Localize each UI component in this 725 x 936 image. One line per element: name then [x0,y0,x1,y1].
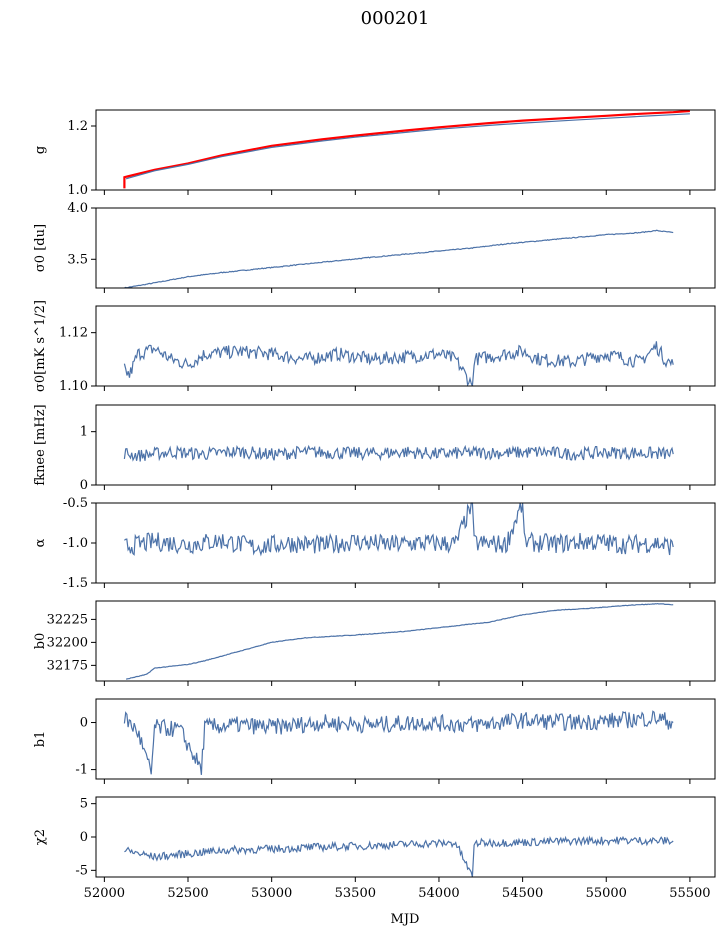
y-axis-label-b1: b1 [33,731,48,748]
x-tick-label-6: 55000 [586,886,627,901]
y-axis-label-b0: b0 [33,633,48,650]
series-line-sigma0_mk-0 [123,341,674,387]
y-tick-label-sigma0_du-0: 3.5 [67,252,88,267]
x-tick-label-2: 53000 [251,886,292,901]
panel-sigma0_mk: 1.10 1.12 σ0[mK s^1/2] [33,300,716,394]
panel-g: 1.0 1.2 g [33,109,716,198]
y-tick-label-b0-1: 32200 [47,635,88,650]
y-tick-label-b0-0: 32175 [47,658,88,673]
panel-fknee: 0 1 fknee [mHz] [33,404,716,493]
y-tick-label-b1-1: 0 [80,716,88,731]
y-tick-label-chi2-0: -5 [75,863,88,878]
series-line-b0-0 [125,602,674,680]
series-line-sigma0_du-0 [124,229,674,289]
x-tick-label-4: 54000 [418,886,459,901]
series-line-fknee-0 [123,444,674,462]
x-tick-label-0: 52000 [84,886,125,901]
panel-chi2: -5 0 5 52000 52500 53000 53500 54000 54500 55000 5… [33,796,716,901]
x-tick-label-5: 54500 [502,886,543,901]
y-tick-label-b0-2: 32225 [47,612,88,627]
y-axis-label-sigma0_du: σ0 [du] [33,224,48,272]
axes-frame-b1 [95,698,716,780]
series-line-g-1 [125,113,690,180]
series-line-g-0 [123,109,690,189]
x-tick-label-7: 55500 [669,886,710,901]
y-tick-label-sigma0_mk-1: 1.12 [59,326,88,341]
y-axis-label-chi2: χ2 [33,829,48,845]
panel-alpha: -1.5 -1.0 -0.5 α [33,496,716,591]
y-tick-label-fknee-1: 1 [80,425,88,440]
series-line-chi2-0 [124,835,674,878]
axes-frame-sigma0_mk [95,305,716,387]
panel-b1: -1 0 b1 [33,698,716,784]
y-axis-label-g: g [33,146,48,154]
axes-frame-b0 [95,600,716,682]
y-tick-label-alpha-2: -0.5 [63,496,88,511]
y-tick-label-sigma0_du-1: 4.0 [67,201,88,216]
y-tick-label-chi2-2: 5 [80,797,88,812]
axes-frame-fknee [95,404,716,486]
x-tick-label-1: 52500 [167,886,208,901]
y-tick-label-sigma0_mk-0: 1.10 [59,379,88,394]
series-line-b1-0 [123,710,674,775]
y-tick-label-chi2-1: 0 [80,830,88,845]
figure-title: 000201 [361,8,430,29]
panel-b0: 32175 32200 32225 b0 [33,600,716,686]
y-tick-label-alpha-0: -1.5 [63,576,88,591]
y-tick-label-b1-0: -1 [75,763,88,778]
axes-frame-chi2 [95,796,716,878]
y-axis-label-alpha: α [33,538,48,547]
y-tick-label-g-1: 1.2 [67,119,88,134]
axes-frame-g [95,109,716,191]
y-tick-label-g-0: 1.0 [67,183,88,198]
y-axis-label-fknee: fknee [mHz] [33,404,48,485]
series-line-alpha-0 [124,502,674,557]
x-tick-label-3: 53500 [335,886,376,901]
y-tick-label-alpha-1: -1.0 [63,536,88,551]
panels-group: 1.0 1.2 g 3.5 4.0 σ0 [du] 1.10 1.12 σ0[mK s^1/2]… [33,109,716,901]
x-axis-label: MJD [391,912,420,927]
y-axis-label-sigma0_mk: σ0[mK s^1/2] [33,300,48,392]
y-tick-label-fknee-0: 0 [80,478,88,493]
panel-sigma0_du: 3.5 4.0 σ0 [du] [33,201,716,293]
axes-frame-sigma0_du [95,207,716,289]
